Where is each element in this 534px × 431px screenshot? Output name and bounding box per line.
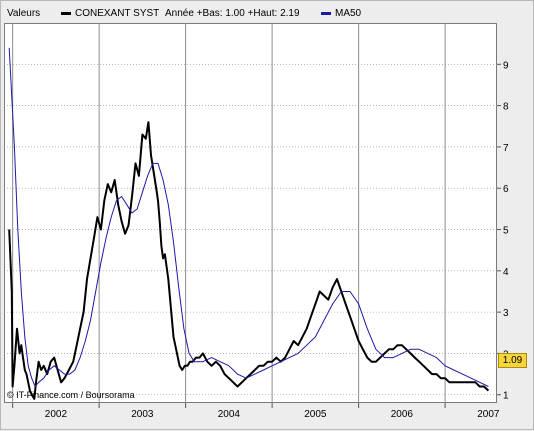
y-tick-label: 3 — [503, 308, 509, 319]
x-tick-label: 2004 — [218, 409, 241, 420]
x-tick-label: 2007 — [477, 409, 500, 420]
legend-range-text: Année +Bas: 1.00 +Haut: 2.19 — [165, 8, 300, 19]
legend-title: Valeurs — [7, 8, 41, 19]
plot-area — [4, 23, 497, 403]
legend-ma-item: MA50 — [321, 7, 361, 21]
y-tick-label: 6 — [503, 184, 509, 195]
ma50-series-line — [8, 47, 489, 387]
y-tick-label: 7 — [503, 143, 509, 154]
last-value-badge: 1.09 — [498, 353, 527, 368]
legend-series-name: CONEXANT SYST — [75, 8, 160, 19]
legend-ma-swatch — [321, 11, 331, 15]
y-tick-label: 5 — [503, 226, 509, 237]
credit-text: © IT-Finance.com / Boursorama — [7, 390, 135, 400]
x-tick-label: 2002 — [45, 409, 68, 420]
legend-ma-name: MA50 — [335, 8, 362, 19]
y-tick-label: 4 — [503, 267, 509, 278]
x-tick-label: 2006 — [391, 409, 414, 420]
legend-series-item: CONEXANT SYST — [61, 7, 159, 21]
y-tick-label: 1 — [503, 391, 509, 402]
x-tick-label: 2005 — [304, 409, 327, 420]
x-tick-label: 2003 — [131, 409, 154, 420]
legend-series-swatch — [61, 11, 71, 15]
price-series-line — [8, 121, 490, 400]
y-tick-label: 9 — [503, 60, 509, 71]
y-tick-label: 8 — [503, 102, 509, 113]
